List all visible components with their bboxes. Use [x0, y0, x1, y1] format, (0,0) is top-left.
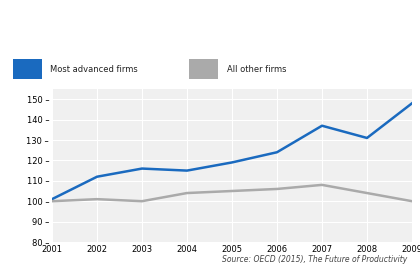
Text: Productivity of the most advanced firms and the rest: Productivity of the most advanced firms … [40, 17, 340, 27]
Text: All other firms: All other firms [227, 64, 286, 74]
Text: Source: OECD (2015), The Future of Productivity: Source: OECD (2015), The Future of Produ… [222, 255, 407, 265]
Bar [13, 59, 42, 79]
Bar [189, 59, 218, 79]
Text: Most advanced firms: Most advanced firms [50, 64, 138, 74]
Text: Labour productivity in the services sector relative to base year (2001): Labour productivity in the services sect… [40, 29, 309, 39]
